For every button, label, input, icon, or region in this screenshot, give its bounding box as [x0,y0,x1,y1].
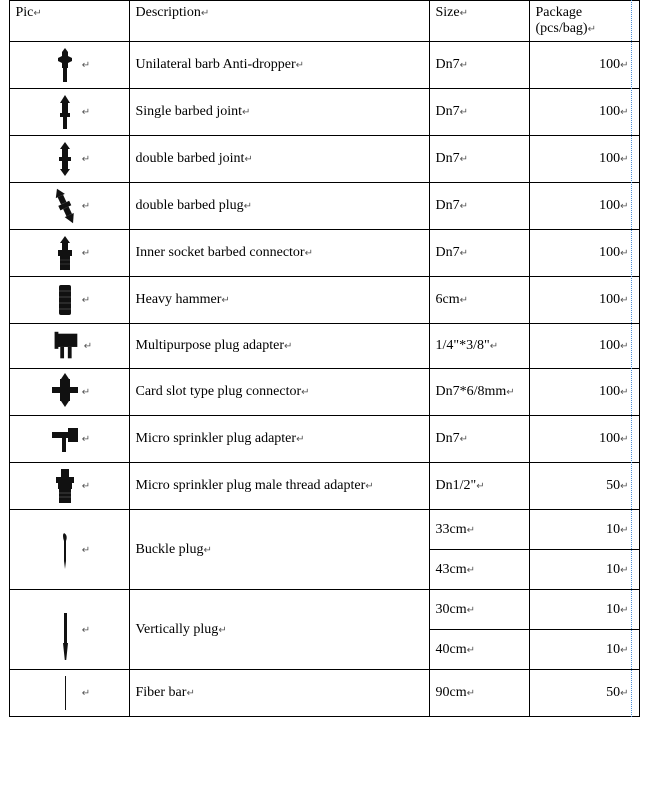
vertically-plug-icon [48,600,82,660]
package-cell: 100↵ [529,42,639,89]
desc-cell: Single barbed joint↵ [129,89,429,136]
buckle-plug-icon [48,520,82,580]
size-cell: 43cm↵ [429,550,529,590]
desc-cell: Vertically plug↵ [129,590,429,670]
pic-cell: ↵ [9,277,129,324]
table-row: ↵Card slot type plug connector↵Dn7*6/8mm… [9,369,639,416]
desc-cell: Multipurpose plug adapter↵ [129,324,429,369]
table-row: ↵double barbed plug↵Dn7↵100↵ [9,183,639,230]
pic-cell: ↵ [9,463,129,510]
package-cell: 100↵ [529,230,639,277]
package-cell: 100↵ [529,89,639,136]
size-cell: 30cm↵ [429,590,529,630]
package-cell: 10↵ [529,630,639,670]
pic-cell: ↵ [9,183,129,230]
table-row: ↵Vertically plug↵30cm↵10↵ [9,590,639,630]
size-cell: Dn7↵ [429,416,529,463]
package-cell: 50↵ [529,670,639,717]
header-description: Description↵ [129,1,429,42]
package-cell: 10↵ [529,550,639,590]
desc-cell: Micro sprinkler plug adapter↵ [129,416,429,463]
desc-cell: double barbed joint↵ [129,136,429,183]
size-cell: 33cm↵ [429,510,529,550]
size-cell: 6cm↵ [429,277,529,324]
package-cell: 100↵ [529,277,639,324]
double-barb-plug-icon [48,187,82,225]
table-row: ↵Inner socket barbed connector↵Dn7↵100↵ [9,230,639,277]
size-cell: Dn7↵ [429,183,529,230]
size-cell: Dn7↵ [429,42,529,89]
size-cell: 90cm↵ [429,670,529,717]
pic-cell: ↵ [9,670,129,717]
package-cell: 100↵ [529,369,639,416]
size-cell: 1/4"*3/8"↵ [429,324,529,369]
multipurpose-adapter-icon [46,328,84,364]
inner-socket-icon [48,234,82,272]
table-row: ↵Heavy hammer↵6cm↵100↵ [9,277,639,324]
heavy-hammer-icon [48,281,82,319]
package-cell: 100↵ [529,416,639,463]
micro-sprinkler-adapter-icon [48,420,82,458]
package-cell: 50↵ [529,463,639,510]
package-cell: 10↵ [529,510,639,550]
single-barb-icon [48,93,82,131]
pic-cell: ↵ [9,89,129,136]
header-row: Pic↵ Description↵ Size↵ Package (pcs/bag… [9,1,639,42]
fiber-bar-icon [48,674,82,712]
size-cell: Dn7↵ [429,89,529,136]
size-cell: Dn1/2"↵ [429,463,529,510]
desc-cell: Heavy hammer↵ [129,277,429,324]
product-table: Pic↵ Description↵ Size↵ Package (pcs/bag… [9,0,640,717]
table-row: ↵Fiber bar↵90cm↵50↵ [9,670,639,717]
desc-cell: Card slot type plug connector↵ [129,369,429,416]
package-cell: 100↵ [529,324,639,369]
table-row: ↵Multipurpose plug adapter↵1/4"*3/8"↵100… [9,324,639,369]
pic-cell: ↵ [9,42,129,89]
desc-cell: Inner socket barbed connector↵ [129,230,429,277]
anti-dropper-icon [48,46,82,84]
table-row: ↵Micro sprinkler plug male thread adapte… [9,463,639,510]
pic-cell: ↵ [9,324,129,369]
desc-cell: double barbed plug↵ [129,183,429,230]
desc-cell: Fiber bar↵ [129,670,429,717]
pic-cell: ↵ [9,510,129,590]
package-cell: 100↵ [529,183,639,230]
pic-cell: ↵ [9,136,129,183]
desc-cell: Micro sprinkler plug male thread adapter… [129,463,429,510]
header-size: Size↵ [429,1,529,42]
header-package: Package (pcs/bag)↵ [529,1,639,42]
table-row: ↵Micro sprinkler plug adapter↵Dn7↵100↵ [9,416,639,463]
pic-cell: ↵ [9,590,129,670]
table-row: ↵Unilateral barb Anti-dropper↵Dn7↵100↵ [9,42,639,89]
package-cell: 10↵ [529,590,639,630]
table-row: ↵Single barbed joint↵Dn7↵100↵ [9,89,639,136]
desc-cell: Unilateral barb Anti-dropper↵ [129,42,429,89]
double-barb-joint-icon [48,140,82,178]
package-cell: 100↵ [529,136,639,183]
pic-cell: ↵ [9,416,129,463]
pic-cell: ↵ [9,369,129,416]
size-cell: Dn7*6/8mm↵ [429,369,529,416]
desc-cell: Buckle plug↵ [129,510,429,590]
table-row: ↵Buckle plug↵33cm↵10↵ [9,510,639,550]
micro-sprinkler-male-icon [48,467,82,505]
card-slot-icon [48,373,82,411]
size-cell: Dn7↵ [429,136,529,183]
table-row: ↵double barbed joint↵Dn7↵100↵ [9,136,639,183]
pic-cell: ↵ [9,230,129,277]
size-cell: 40cm↵ [429,630,529,670]
size-cell: Dn7↵ [429,230,529,277]
header-pic: Pic↵ [9,1,129,42]
